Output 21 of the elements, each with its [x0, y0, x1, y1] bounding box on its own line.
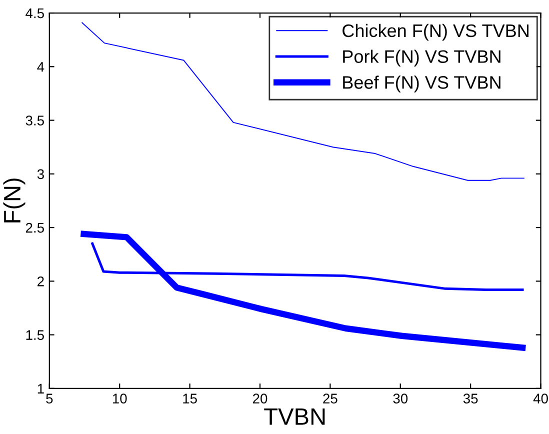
x-tick-label: 15 — [183, 394, 197, 404]
y-axis-title: F(N) — [3, 178, 26, 222]
x-tick-label: 25 — [323, 394, 338, 404]
legend-label: Chicken F(N) VS TVBN — [342, 24, 528, 41]
x-tick-label: 30 — [393, 394, 408, 404]
x-tick-label: 20 — [252, 394, 268, 404]
y-tick-label: 4 — [37, 62, 44, 72]
legend-label: Beef F(N) VS TVBN — [343, 76, 500, 92]
y-tick-label: 1.5 — [26, 330, 44, 340]
x-tick-label: 35 — [463, 394, 478, 404]
x-tick-label: 40 — [533, 394, 548, 404]
y-tick-label: 1 — [38, 384, 44, 394]
x-tick-label: 5 — [46, 394, 53, 404]
x-tick-label: 10 — [112, 394, 127, 404]
y-tick-label: 3.5 — [26, 116, 44, 126]
y-tick-label: 2 — [38, 276, 44, 286]
x-axis-title: TVBN — [264, 408, 325, 425]
y-tick-label: 2.5 — [26, 222, 44, 233]
y-tick-label: 4.5 — [26, 8, 44, 18]
legend-label: Pork F(N) VS TVBN — [343, 50, 500, 67]
y-tick-label: 3 — [37, 169, 44, 180]
